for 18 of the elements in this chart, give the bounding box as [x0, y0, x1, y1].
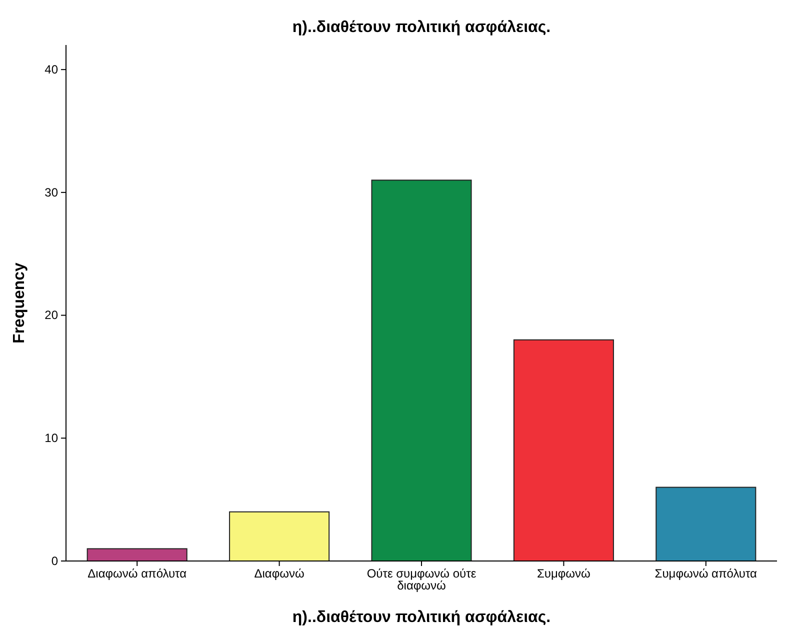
x-tick-label: Συμφωνώ απόλυτα	[654, 566, 758, 581]
x-tick-label: Διαφωνώ απόλυτα	[88, 566, 187, 581]
y-axis-title: Frequency	[11, 262, 28, 344]
x-axis-title: η)..διαθέτουν πολιτική ασφάλειας.	[292, 609, 551, 626]
bar	[86, 548, 188, 562]
x-tick-label: Διαφωνώ	[254, 566, 304, 581]
y-tick-label: 40	[44, 62, 58, 76]
bar	[229, 511, 330, 562]
chart-title: η)..διαθέτουν πολιτική ασφάλειας.	[292, 19, 551, 36]
y-tick-label: 10	[44, 430, 58, 445]
bar	[656, 486, 756, 562]
y-tick-label: 30	[44, 185, 58, 200]
y-tick-label: 0	[51, 554, 58, 568]
x-tick-label: Ούτε συμφωνώ ούτε διαφωνώ	[366, 566, 477, 593]
bar	[513, 339, 614, 562]
bar	[371, 180, 472, 562]
y-tick-label: 20	[44, 308, 58, 322]
x-tick-label: Συμφωνώ	[536, 566, 590, 581]
